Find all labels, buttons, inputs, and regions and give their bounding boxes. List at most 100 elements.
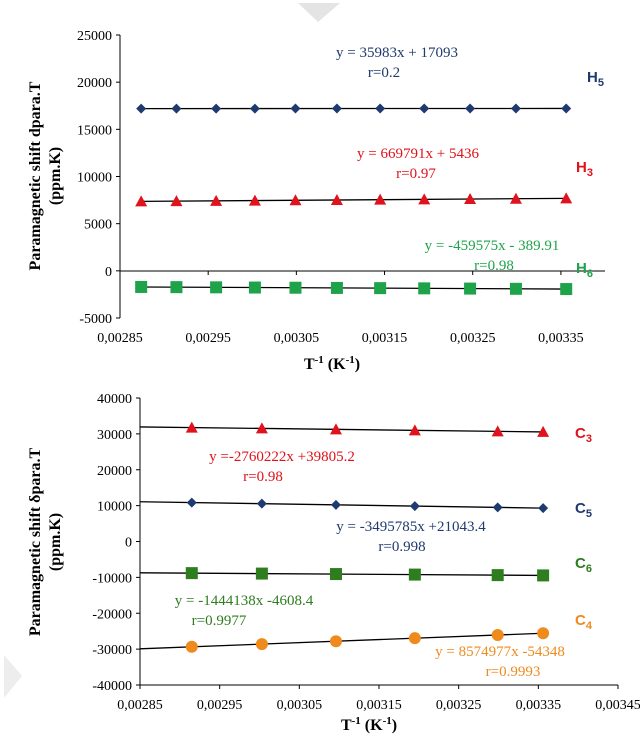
c5-point (492, 502, 503, 513)
h3-point (248, 194, 261, 206)
h5-point (249, 103, 260, 114)
h6-point (330, 281, 343, 294)
h5-point (419, 103, 430, 114)
h5-point (290, 103, 301, 114)
chart-bottom: -40000 -30000 -20000 -10000 0 10000 20000 30000… (27, 392, 640, 734)
y-tick-label: 0 (105, 265, 112, 280)
c6-point (329, 568, 342, 581)
y-tick-label: -40000 (92, 679, 132, 694)
c4-point (185, 640, 198, 653)
h5-point (136, 103, 147, 114)
h6-point (135, 280, 148, 293)
x-tick-label: 0,00315 (362, 331, 408, 346)
c5-point (330, 499, 341, 510)
h3-trendline (141, 197, 567, 203)
y-tick-label: 5000 (84, 218, 112, 233)
h5-point (465, 103, 476, 114)
y-tick-label: 25000 (77, 29, 112, 44)
x-tick-label: 0,00285 (117, 698, 163, 713)
c5-point (256, 498, 267, 509)
y-tick-label: 10000 (97, 500, 132, 515)
y-tick-label: 20000 (97, 464, 132, 479)
c3-point (185, 421, 198, 433)
x-tick-label: 0,00315 (356, 698, 402, 713)
c4-equation: y = 8574977x -54348 (435, 644, 565, 660)
h6-trendline (141, 286, 567, 290)
h5-point (561, 103, 572, 114)
h6-equation: y = -459575x - 389.91 (425, 238, 560, 254)
h5-r-value: r=0.2 (368, 65, 400, 81)
h3-series-label: H3 (576, 159, 593, 179)
c6-equation: y = -1444138x -4608.4 (175, 593, 314, 609)
y-tick-label: 10000 (77, 171, 112, 186)
h3-r-value: r=0.97 (396, 166, 436, 182)
c4-r-value: r=0.9993 (486, 664, 541, 680)
h5-equation: y = 35983x + 17093 (336, 45, 458, 61)
c4-series-label: C4 (575, 612, 593, 632)
h3-point (210, 194, 223, 206)
x-axis-label: T-1 (K-1) (304, 354, 360, 373)
c3-equation: y =-2760222x +39805.2 (209, 449, 355, 465)
c5-equation: y = -3495785x +21043.4 (336, 519, 486, 535)
y-axis-label-line1: Paramagnetic shift dpara.T (27, 81, 44, 270)
y-tick-label: 20000 (77, 76, 112, 91)
c6-point (185, 567, 198, 580)
h3-point (560, 192, 573, 204)
h3-point (135, 195, 148, 207)
x-tick-label: 0,00325 (436, 698, 482, 713)
h3-point (418, 193, 431, 205)
c3-r-value: r=0.98 (243, 469, 283, 485)
c6-point (255, 567, 268, 580)
h6-series-label: H6 (576, 260, 593, 280)
c5-point (538, 503, 549, 514)
h6-point (374, 282, 387, 295)
c6-point (408, 568, 421, 581)
x-tick-label: 0,00305 (277, 698, 323, 713)
h3-point (509, 192, 522, 204)
h5-point (375, 103, 386, 114)
y-tick-label: -5000 (79, 312, 112, 327)
x-tick-label: 0,00335 (516, 698, 562, 713)
x-tick-label: 0,00295 (185, 331, 231, 346)
h5-point (331, 103, 342, 114)
c4-point (329, 635, 342, 648)
y-axis-label-line1: Paramagnetic shift δpara.T (27, 448, 44, 637)
data-points (135, 103, 573, 296)
h6-point (560, 283, 573, 296)
h3-point (170, 195, 183, 207)
h5-series-label: H5 (587, 69, 604, 89)
h3-point (330, 193, 343, 205)
y-tick-label: 0 (125, 536, 132, 551)
c5-series-label: C5 (575, 500, 592, 520)
c3-point (491, 425, 504, 437)
y-axis-label-line2: (ppm.K) (47, 147, 64, 205)
h6-point (509, 282, 522, 295)
c6-point (537, 569, 550, 582)
y-axis-label-line2: (ppm.K) (47, 513, 64, 571)
h6-point (289, 281, 302, 294)
x-tick-label: 0,00305 (274, 331, 320, 346)
h6-point (170, 281, 183, 294)
y-tick-label: 15000 (77, 123, 112, 138)
c6-r-value: r=0.9977 (192, 613, 247, 629)
x-tick-labels: 0,00285 0,00295 0,00305 0,00315 0,00325 0,003… (117, 685, 640, 713)
c3-point (537, 425, 550, 437)
h5-point (171, 103, 182, 114)
chart-top: -5000 0 5000 10000 15000 20000 25000 0,00285 0,… (27, 29, 605, 373)
c4-point (537, 627, 550, 640)
x-tick-label: 0,00285 (97, 331, 143, 346)
c4-point (255, 638, 268, 651)
y-tick-label: 30000 (97, 428, 132, 443)
h6-point (464, 282, 477, 295)
h6-r-value: r=0.98 (474, 258, 514, 274)
c3-series-label: C3 (575, 425, 592, 445)
x-tick-labels: 0,00285 0,00295 0,00305 0,00315 0,00325 0,003… (97, 271, 584, 346)
x-tick-label: 0,00295 (197, 698, 243, 713)
c3-point (255, 422, 268, 434)
h3-point (374, 193, 387, 205)
corner-watermark (298, 3, 340, 22)
c5-trendline (139, 501, 544, 509)
h5-point (211, 103, 222, 114)
h6-point (210, 281, 223, 294)
